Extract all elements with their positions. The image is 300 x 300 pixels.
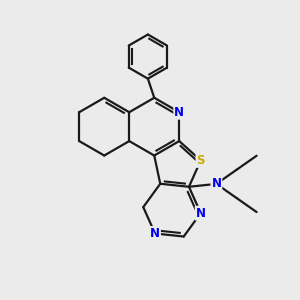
Text: N: N bbox=[196, 207, 206, 220]
Text: N: N bbox=[212, 177, 221, 190]
Text: N: N bbox=[150, 227, 160, 240]
Text: N: N bbox=[174, 106, 184, 119]
Text: S: S bbox=[196, 154, 205, 167]
